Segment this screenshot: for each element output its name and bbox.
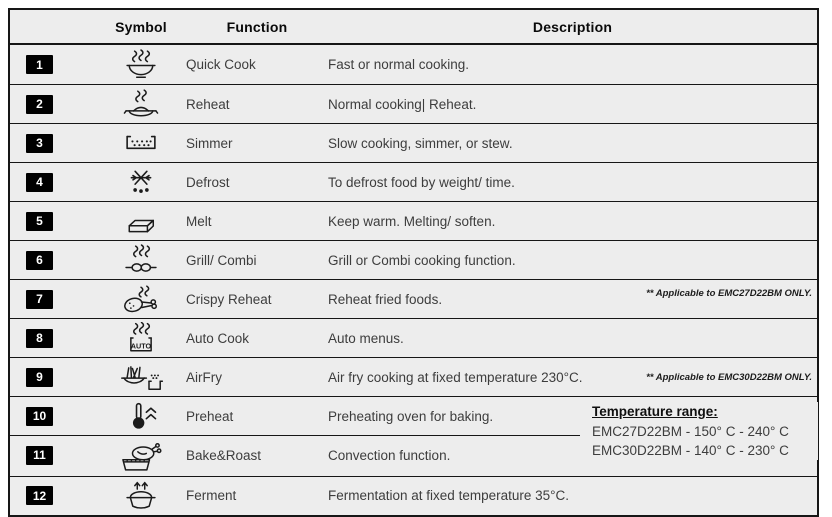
function-description: Preheating oven for baking. bbox=[328, 408, 494, 424]
melt-icon bbox=[128, 219, 155, 233]
airfry-icon bbox=[121, 366, 164, 391]
table-row-simmer: 3 Simmer Slow cooking, simmer, or stew. bbox=[10, 123, 817, 162]
row-number-badge: 1 bbox=[26, 55, 53, 74]
table-row-reheat: 2 Reheat Normal cooking| Reheat. bbox=[10, 84, 817, 123]
table-row-ferment: 12 Ferment Fermentation at fixed tempera… bbox=[10, 475, 817, 515]
row-number-badge: 5 bbox=[26, 211, 53, 231]
table-row-grill-combi: 6 Grill/ Combi Grill or Combi cooking fu… bbox=[10, 240, 817, 279]
function-description: Auto menus. bbox=[328, 330, 404, 346]
function-name: Defrost bbox=[186, 174, 230, 190]
function-name: Quick Cook bbox=[186, 57, 256, 72]
table-row-quick-cook: 1 Quick Cook Fast or normal cooking. bbox=[10, 45, 817, 84]
function-description: Air fry cooking at fixed temperature 230… bbox=[328, 369, 583, 385]
function-description: Grill or Combi cooking function. bbox=[328, 252, 516, 268]
function-name: AirFry bbox=[186, 369, 222, 385]
row-number-badge: 9 bbox=[26, 367, 53, 387]
row-number-badge: 3 bbox=[26, 133, 53, 153]
temperature-range-line: EMC30D22BM - 140° C - 230° C bbox=[592, 443, 789, 458]
col-header-symbol: Symbol bbox=[115, 18, 167, 35]
function-description: Normal cooking| Reheat. bbox=[328, 96, 477, 112]
simmer-icon bbox=[126, 135, 156, 150]
table-row-bake-roast: 11 Bake&Roast Convect bbox=[10, 435, 817, 476]
model-note: ** Applicable to EMC30D22BM ONLY. bbox=[646, 371, 812, 383]
row-number-badge: 8 bbox=[26, 328, 53, 348]
table-row-melt: 5 Melt Keep warm. Melting/ soften. bbox=[10, 201, 817, 240]
quick-cook-icon bbox=[126, 48, 156, 78]
col-header-function: Function bbox=[226, 18, 288, 35]
reheat-icon bbox=[123, 89, 159, 117]
row-number-badge: 11 bbox=[26, 445, 53, 465]
row-number-badge: 10 bbox=[26, 406, 53, 426]
row-number-badge: 2 bbox=[26, 94, 53, 114]
function-name: Melt bbox=[186, 213, 212, 229]
model-note: ** Applicable to EMC27D22BM ONLY. bbox=[646, 287, 812, 299]
function-name: Auto Cook bbox=[186, 330, 250, 346]
function-description: Fast or normal cooking. bbox=[328, 57, 470, 72]
function-name: Ferment bbox=[186, 488, 237, 503]
function-description: Reheat fried foods. bbox=[328, 291, 443, 307]
col-header-description: Description bbox=[532, 18, 613, 35]
function-name: Bake&Roast bbox=[186, 447, 262, 463]
auto-cook-icon: AUTO bbox=[130, 322, 152, 352]
temperature-range-note: Temperature range: EMC27D22BM - 150° C -… bbox=[592, 402, 818, 460]
function-name: Reheat bbox=[186, 96, 230, 112]
function-description: Keep warm. Melting/ soften. bbox=[328, 213, 496, 229]
temperature-range-title: Temperature range: bbox=[592, 404, 718, 419]
table-row-airfry: 9 AirFry Air bbox=[10, 357, 817, 396]
preheat-icon bbox=[132, 402, 157, 429]
temperature-range-line: EMC27D22BM - 150° C - 240° C bbox=[592, 424, 789, 439]
function-name: Preheat bbox=[186, 408, 234, 424]
ferment-icon bbox=[126, 481, 156, 509]
table-body: 1 Quick Cook Fast or normal cooking. bbox=[10, 45, 818, 515]
table-row-crispy-reheat: 7 Crispy Reheat bbox=[10, 279, 817, 318]
row-number-badge: 4 bbox=[26, 172, 53, 192]
row-number-badge: 6 bbox=[26, 250, 53, 270]
function-name: Simmer bbox=[186, 135, 233, 151]
function-description: Convection function. bbox=[328, 447, 451, 463]
function-name: Grill/ Combi bbox=[186, 252, 257, 268]
defrost-icon bbox=[130, 170, 152, 193]
table-row-defrost: 4 Defrost To defrost food by weight/ tim… bbox=[10, 162, 817, 201]
function-description: Slow cooking, simmer, or stew. bbox=[328, 135, 513, 151]
function-description: Fermentation at fixed temperature 35°C. bbox=[328, 488, 570, 503]
row-number-badge: 7 bbox=[26, 289, 53, 309]
bake-roast-icon bbox=[122, 443, 162, 471]
grill-combi-icon bbox=[125, 244, 157, 272]
function-name: Crispy Reheat bbox=[186, 291, 272, 307]
row-number-badge: 12 bbox=[26, 486, 53, 505]
auto-label: AUTO bbox=[131, 341, 152, 350]
table-row-preheat: 10 Preheat Preheating oven for baking. bbox=[10, 396, 817, 435]
crispy-reheat-icon bbox=[124, 285, 157, 313]
oven-function-table: Symbol Function Description 1 bbox=[8, 8, 819, 517]
table-row-auto-cook: 8 AUTO Auto Cook Auto menus. bbox=[10, 318, 817, 357]
table-header: Symbol Function Description bbox=[10, 10, 817, 45]
function-description: To defrost food by weight/ time. bbox=[328, 174, 515, 190]
